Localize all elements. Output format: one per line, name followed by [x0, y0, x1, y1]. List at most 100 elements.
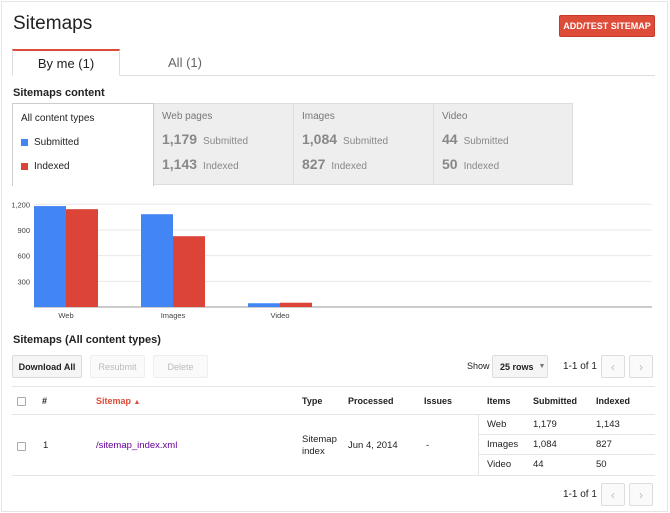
download-all-button[interactable]: Download All [12, 355, 82, 378]
bar-submitted-video [248, 303, 280, 307]
indexed-swatch [21, 163, 28, 170]
submitted-swatch [21, 139, 28, 146]
tab-all[interactable]: All (1) [168, 55, 202, 70]
sort-asc-icon: ▲ [133, 399, 141, 406]
rows-select-value: 25 rows [500, 361, 534, 372]
content-type-web-pages[interactable]: Web pages 1,179 Submitted 1,143 Indexed [153, 103, 293, 185]
strip-divider [572, 103, 573, 185]
bar-indexed-video [280, 302, 312, 307]
row-issues: - [426, 440, 430, 451]
video-indexed-label: Indexed [463, 161, 500, 172]
pager-bottom-text: 1-1 of 1 [563, 489, 597, 500]
web-pages-header: Web pages [162, 111, 213, 122]
col-issues-header: Issues [424, 396, 453, 406]
legend-submitted: Submitted [21, 137, 79, 148]
web-submitted-row: 1,179 Submitted [162, 131, 248, 147]
content-type-video[interactable]: Video 44 Submitted 50 Indexed [433, 103, 573, 185]
item-video-submitted: 44 [533, 459, 544, 470]
row-type-line2: index [302, 446, 325, 457]
all-content-types-label: All content types [21, 113, 95, 124]
select-all-checkbox[interactable] [17, 393, 26, 411]
resubmit-button[interactable]: Resubmit [90, 355, 145, 378]
col-indexed-header: Indexed [596, 396, 631, 406]
images-indexed-row: 827 Indexed [302, 156, 367, 172]
item-web-submitted: 1,179 [533, 419, 557, 430]
col-sitemap-header[interactable]: Sitemap ▲ [96, 396, 140, 406]
video-submitted-label: Submitted [463, 136, 509, 147]
delete-button[interactable]: Delete [153, 355, 208, 378]
sitemap-link[interactable]: /sitemap_index.xml [96, 440, 178, 451]
next-page-bottom-button[interactable]: › [629, 483, 653, 506]
item-video-name: Video [487, 459, 512, 470]
row-type-line1: Sitemap [302, 434, 337, 445]
add-test-sitemap-button[interactable]: ADD/TEST SITEMAP [559, 15, 655, 37]
col-submitted-header: Submitted [533, 396, 577, 406]
legend-submitted-label: Submitted [34, 137, 80, 148]
web-submitted-label: Submitted [203, 136, 249, 147]
images-submitted-value: 1,084 [302, 131, 338, 147]
sitemaps-content-label: Sitemaps content [13, 87, 105, 99]
video-submitted-value: 44 [442, 131, 458, 147]
tab-by-me[interactable]: By me (1) [12, 49, 120, 76]
sitemaps-table-label: Sitemaps (All content types) [13, 334, 161, 346]
sitemap-header-label: Sitemap [96, 396, 132, 406]
item-images-indexed: 827 [596, 439, 612, 450]
item-video-indexed: 50 [596, 459, 607, 470]
web-submitted-value: 1,179 [162, 131, 198, 147]
page-title: Sitemaps [13, 13, 93, 34]
items-rule-1 [478, 434, 655, 435]
table-bottom-rule [12, 475, 655, 476]
web-indexed-label: Indexed [203, 161, 239, 172]
sitemaps-bar-chart: 300 600 900 1,200 Web Images Video [12, 200, 652, 320]
item-images-name: Images [487, 439, 519, 450]
row-checkbox[interactable] [17, 438, 26, 456]
show-label: Show [467, 361, 490, 371]
pager-text: 1-1 of 1 [563, 361, 597, 372]
images-submitted-row: 1,084 Submitted [302, 131, 388, 147]
images-submitted-label: Submitted [343, 136, 389, 147]
bar-submitted-web [34, 206, 66, 307]
bar-indexed-web [66, 209, 98, 307]
chevron-left-icon: ‹ [611, 359, 615, 374]
x-tick-label: Video [270, 311, 289, 320]
legend-indexed-label: Indexed [34, 161, 70, 172]
table-top-rule [12, 386, 655, 387]
col-items-header: Items [487, 396, 511, 406]
items-left-rule [478, 414, 479, 475]
row-processed: Jun 4, 2014 [348, 440, 398, 451]
y-tick-label: 1,200 [12, 200, 30, 209]
y-tick-label: 300 [17, 277, 30, 286]
y-tick-label: 600 [17, 252, 30, 261]
x-tick-label: Images [161, 311, 186, 320]
row-num: 1 [43, 440, 49, 451]
video-indexed-row: 50 Indexed [442, 156, 499, 172]
images-indexed-label: Indexed [331, 161, 367, 172]
item-images-submitted: 1,084 [533, 439, 557, 450]
tab-bar: By me (1) All (1) [12, 49, 655, 76]
video-header: Video [442, 111, 468, 122]
bar-indexed-images [173, 236, 205, 307]
checkbox-box [17, 442, 26, 451]
col-type-header: Type [302, 396, 323, 406]
next-page-button[interactable]: › [629, 355, 653, 378]
legend-indexed: Indexed [21, 161, 70, 172]
x-tick-label: Web [58, 311, 73, 320]
content-type-images[interactable]: Images 1,084 Submitted 827 Indexed [293, 103, 433, 185]
col-processed-header: Processed [348, 396, 394, 406]
video-submitted-row: 44 Submitted [442, 131, 509, 147]
rows-per-page-select[interactable]: 25 rows ▼ [492, 355, 548, 378]
web-indexed-value: 1,143 [162, 156, 198, 172]
video-indexed-value: 50 [442, 156, 458, 172]
bar-submitted-images [141, 214, 173, 307]
content-type-all[interactable]: All content types Submitted Indexed [12, 103, 154, 186]
item-web-name: Web [487, 419, 507, 430]
items-rule-2 [478, 454, 655, 455]
web-indexed-row: 1,143 Indexed [162, 156, 239, 172]
checkbox-box [17, 397, 26, 406]
chevron-right-icon: › [639, 487, 643, 502]
chevron-right-icon: › [639, 359, 643, 374]
prev-page-bottom-button[interactable]: ‹ [601, 483, 625, 506]
prev-page-button[interactable]: ‹ [601, 355, 625, 378]
y-tick-label: 900 [17, 226, 30, 235]
